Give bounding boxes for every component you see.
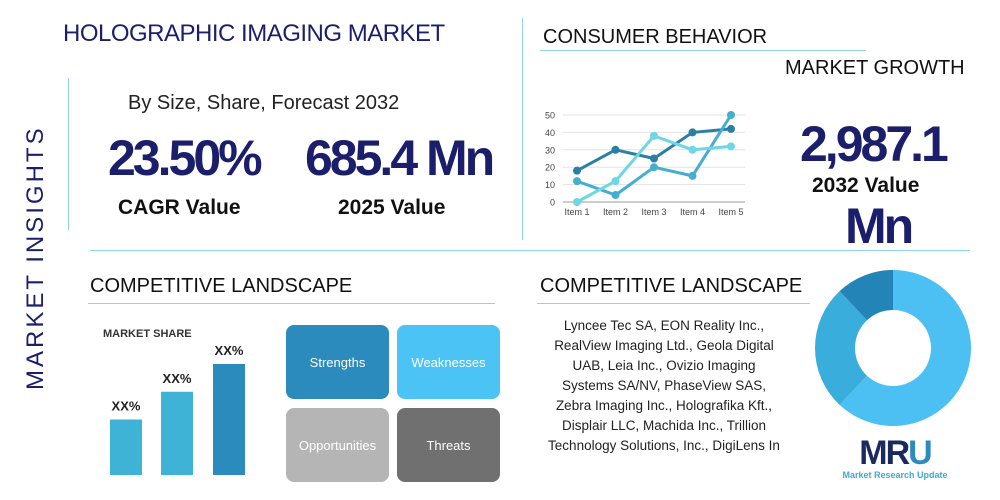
bar-label: XX%	[163, 371, 192, 386]
value-2032-line1: 2,987.1	[800, 116, 949, 172]
donut-slice	[815, 291, 867, 405]
value-2032-line2: Mn	[845, 198, 914, 254]
bar	[213, 364, 245, 475]
line-chart: 0 10 20 30 40 50 Item 1 Item 2 Item 3 Item 4 Item …	[545, 111, 745, 217]
cagr-label: CAGR Value	[118, 196, 241, 219]
data-point	[611, 145, 620, 154]
divider	[90, 250, 970, 251]
x-tick-label: Item 3	[641, 207, 666, 217]
swot-opportunities[interactable]: Opportunities	[286, 408, 389, 482]
data-point	[611, 191, 620, 200]
data-point	[611, 177, 620, 186]
bar	[110, 419, 142, 475]
swot-label: Strengths	[309, 354, 366, 370]
cagr-value: 23.50%	[108, 130, 263, 186]
data-point	[688, 145, 697, 154]
swot-label: Weaknesses	[411, 354, 486, 370]
swot-weaknesses[interactable]: Weaknesses	[397, 325, 500, 399]
donut-slice	[839, 270, 971, 426]
page-title: HOLOGRAPHIC IMAGING MARKET	[63, 20, 445, 47]
x-tick-label: Item 4	[680, 207, 705, 217]
data-point	[727, 124, 735, 133]
divider	[537, 303, 810, 304]
value-2025-label: 2025 Value	[338, 196, 446, 219]
swot-threats[interactable]: Threats	[397, 408, 500, 482]
divider	[68, 78, 69, 230]
y-tick-label: 10	[545, 180, 555, 190]
data-point	[573, 166, 581, 175]
data-point	[650, 154, 658, 163]
data-point	[650, 131, 658, 140]
logo-name: Market Research Update	[842, 470, 948, 480]
divider	[88, 303, 495, 304]
side-label: MARKET INSIGHTS	[22, 125, 49, 390]
competitive-title-right: COMPETITIVE LANDSCAPE	[540, 275, 803, 297]
data-point	[688, 171, 697, 180]
donut-slice	[839, 270, 893, 321]
consumer-title: CONSUMER BEHAVIOR	[543, 26, 768, 48]
value-2025: 685.4 Mn	[305, 130, 495, 186]
x-tick-label: Item 1	[564, 207, 589, 217]
growth-title: MARKET GROWTH	[785, 57, 965, 79]
y-tick-label: 50	[545, 111, 555, 121]
x-tick-label: Item 2	[603, 207, 628, 217]
bar-chart: XX% XX% XX%	[110, 343, 245, 475]
subtitle: By Size, Share, Forecast 2032	[128, 92, 400, 114]
y-tick-label: 30	[545, 145, 555, 155]
swot-strengths[interactable]: Strengths	[286, 325, 389, 399]
y-tick-label: 20	[545, 163, 555, 173]
y-tick-label: 40	[545, 128, 555, 138]
data-point	[688, 128, 697, 137]
y-tick-label: 0	[550, 198, 555, 208]
divider	[540, 50, 866, 51]
bar-label: XX%	[112, 399, 141, 414]
market-share-title: MARKET SHARE	[103, 328, 192, 340]
swot-label: Opportunities	[298, 437, 377, 453]
company-list: Lyncee Tec SA, EON Reality Inc., RealVie…	[548, 318, 780, 453]
competitive-title-left: COMPETITIVE LANDSCAPE	[90, 275, 353, 297]
swot-label: Threats	[426, 437, 471, 453]
bar-label: XX%	[215, 343, 244, 358]
logo: MRU Market Research Update	[830, 436, 960, 480]
data-point	[573, 177, 581, 186]
data-point	[650, 163, 658, 172]
x-tick-label: Item 5	[718, 207, 743, 217]
data-point	[573, 198, 581, 206]
divider	[522, 18, 523, 240]
logo-mark: MRU	[859, 434, 932, 472]
data-point	[727, 111, 735, 119]
donut-chart	[815, 270, 971, 426]
data-point	[727, 142, 735, 151]
value-2032-label: 2032 Value	[812, 174, 920, 197]
bar	[161, 391, 193, 475]
